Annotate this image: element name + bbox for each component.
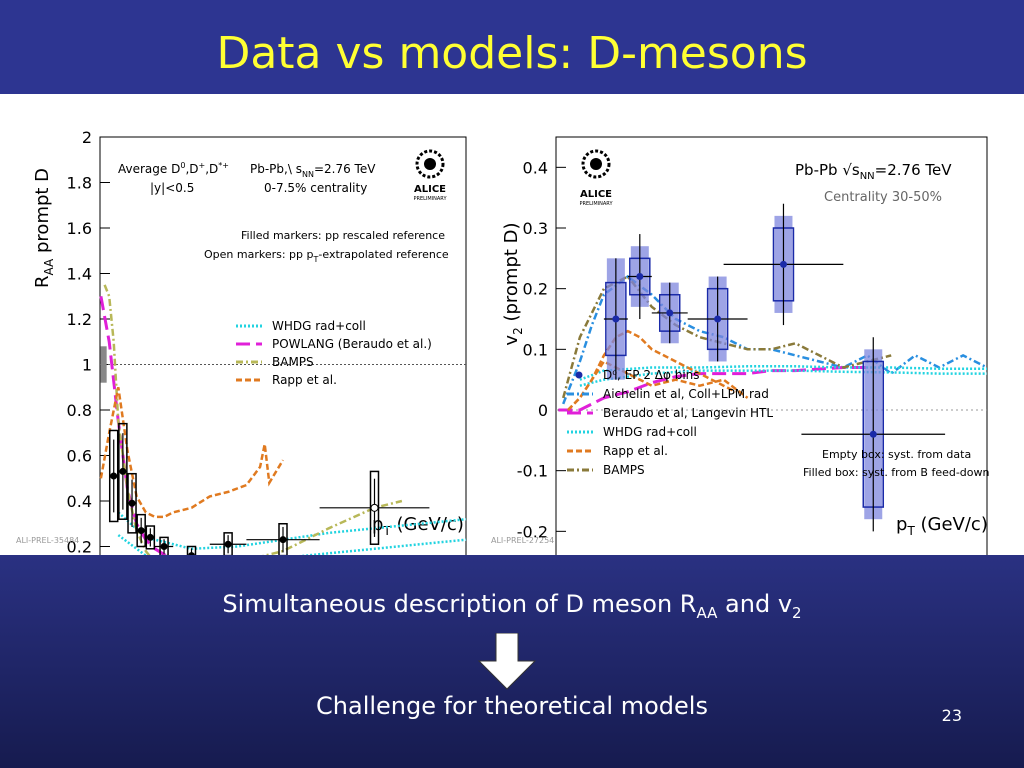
alice-logo-core bbox=[424, 158, 436, 170]
raa-alice-logo: ALICE PRELIMINARY bbox=[413, 149, 447, 202]
data-marker-3 bbox=[714, 315, 722, 323]
norm-uncertainty-box bbox=[100, 346, 107, 383]
y-tick-label: 0.6 bbox=[67, 447, 92, 466]
v2-logo-sub: PRELIMINARY bbox=[579, 201, 613, 207]
v2-centrality: Centrality 30-50% bbox=[824, 190, 942, 205]
caption-mid: and v bbox=[717, 590, 793, 618]
slide-title: Data vs models: D-mesons bbox=[216, 28, 808, 79]
y-tick-label: 1.4 bbox=[67, 265, 92, 284]
legend-label-2: BAMPS bbox=[272, 355, 314, 369]
raa-chart: RAA prompt D pT (GeV/c) 0510152025303540… bbox=[16, 128, 476, 618]
raa-ylabel: RAA prompt D bbox=[32, 168, 56, 288]
raa-id: ALI-PREL-35484 bbox=[16, 536, 79, 545]
legend-label-3: Rapp et al. bbox=[272, 373, 337, 387]
y-tick-label: 0.3 bbox=[523, 219, 548, 238]
v2-xlabel: pT (GeV/c) bbox=[896, 514, 988, 538]
plot-area: RAA prompt D pT (GeV/c) 0510152025303540… bbox=[0, 94, 1024, 618]
legend-label-0: WHDG rad+coll bbox=[272, 319, 366, 333]
v2-empty-box: Empty box: syst. from data bbox=[822, 448, 971, 461]
raa-logo-sub: PRELIMINARY bbox=[413, 196, 447, 202]
v2-alice-logo: ALICE PRELIMINARY bbox=[579, 149, 613, 207]
data-marker-0 bbox=[110, 472, 118, 480]
v2-filled-box: Filled box: syst. from B feed-down bbox=[803, 466, 990, 479]
raa-filled-note: Filled markers: pp rescaled reference bbox=[241, 229, 445, 242]
legend-label-0: Aichelin et al, Coll+LPM rad bbox=[603, 387, 769, 401]
v2-legend: D⁰, EP 2 Δφ bins Aichelin et al, Coll+LPM… bbox=[567, 368, 773, 477]
y-tick-label: 0.2 bbox=[67, 538, 92, 556]
data-marker-2 bbox=[666, 309, 674, 317]
caption-sub-aa: AA bbox=[696, 603, 718, 622]
caption-line: Simultaneous description of D meson RAA … bbox=[0, 590, 1024, 622]
model-curve-band-3 bbox=[567, 359, 749, 411]
y-tick-label: 0.2 bbox=[523, 280, 548, 299]
y-tick-label: 0.1 bbox=[523, 340, 548, 359]
caption-sub-2: 2 bbox=[792, 603, 802, 622]
raa-annotations: Average D0,D+,D*+ Pb-Pb,\ sNN=2.76 TeV |… bbox=[16, 161, 449, 545]
data-marker-7 bbox=[224, 540, 232, 548]
y-tick-label: 0.4 bbox=[523, 158, 548, 177]
v2-annotations: Pb-Pb √sNN=2.76 TeV Centrality 30-50% Em… bbox=[491, 161, 990, 545]
alice-logo-core bbox=[590, 158, 602, 170]
v2-id: ALI-PREL-27254 bbox=[491, 536, 554, 545]
data-marker-4 bbox=[779, 260, 787, 268]
title-band bbox=[0, 0, 1024, 94]
down-arrow-icon bbox=[477, 633, 537, 690]
legend-data-marker bbox=[575, 371, 583, 379]
legend-label-3: Rapp et al. bbox=[603, 444, 668, 458]
v2-logo-text: ALICE bbox=[580, 189, 612, 200]
alice-logo-icon bbox=[415, 149, 445, 179]
data-marker-3 bbox=[137, 527, 145, 535]
raa-centrality: 0-7.5% centrality bbox=[264, 181, 367, 195]
y-tick-label: 0.4 bbox=[67, 492, 92, 511]
raa-species-text: Average D0,D+,D*+ bbox=[118, 161, 229, 176]
legend-label-1: POWLANG (Beraudo et al.) bbox=[272, 337, 432, 351]
data-marker-5 bbox=[160, 543, 168, 550]
data-marker-2 bbox=[128, 499, 136, 507]
legend-label-2: WHDG rad+coll bbox=[603, 425, 697, 439]
y-tick-label: 0 bbox=[538, 401, 548, 420]
raa-system-text: Pb-Pb,\ sNN=2.76 TeV bbox=[250, 162, 376, 179]
open-marker-o0 bbox=[370, 503, 379, 512]
y-tick-label: -0.1 bbox=[517, 462, 548, 481]
y-tick-label: 1.2 bbox=[67, 310, 92, 329]
v2-ylabel: v2 (prompt D) bbox=[501, 222, 525, 345]
data-marker-8 bbox=[279, 536, 287, 544]
model-curve-3 bbox=[99, 387, 285, 519]
page-number: 23 bbox=[941, 706, 962, 725]
raa-logo-text: ALICE bbox=[414, 184, 446, 195]
data-marker-0 bbox=[612, 315, 620, 323]
alice-logo-icon bbox=[581, 149, 611, 179]
y-tick-label: 0.8 bbox=[67, 401, 92, 420]
y-tick-label: 1.8 bbox=[67, 174, 92, 193]
v2-system-text: Pb-Pb √sNN=2.76 TeV bbox=[795, 161, 952, 182]
raa-open-note: Open markers: pp pT-extrapolated referen… bbox=[204, 248, 449, 264]
conclusion-text: Challenge for theoretical models bbox=[316, 692, 708, 720]
data-marker-5 bbox=[869, 430, 877, 438]
y-tick-label: 2 bbox=[82, 128, 92, 147]
y-tick-label: 1.6 bbox=[67, 219, 92, 238]
data-marker-1 bbox=[119, 467, 127, 475]
y-tick-label: 1 bbox=[82, 356, 92, 375]
legend-data-label: D⁰, EP 2 Δφ bins bbox=[603, 368, 700, 382]
data-marker-1 bbox=[636, 273, 644, 281]
legend-label-1: Beraudo et al, Langevin HTL bbox=[603, 406, 773, 420]
model-curve-2 bbox=[579, 369, 987, 387]
y-tick-label: -0.2 bbox=[517, 522, 548, 541]
v2-chart: v2 (prompt D) pT (GeV/c) 024681012141618… bbox=[491, 136, 997, 618]
model-curve-band-2 bbox=[579, 365, 987, 381]
legend-label-4: BAMPS bbox=[603, 463, 645, 477]
data-marker-4 bbox=[146, 533, 154, 541]
raa-rapidity: |y|<0.5 bbox=[150, 181, 194, 195]
caption-prefix: Simultaneous description of D meson R bbox=[222, 590, 697, 618]
raa-legend: WHDG rad+coll POWLANG (Beraudo et al.) BAM… bbox=[236, 319, 432, 387]
plots-svg: RAA prompt D pT (GeV/c) 0510152025303540… bbox=[16, 128, 997, 618]
raa-xlabel: pT (GeV/c) bbox=[372, 514, 464, 538]
